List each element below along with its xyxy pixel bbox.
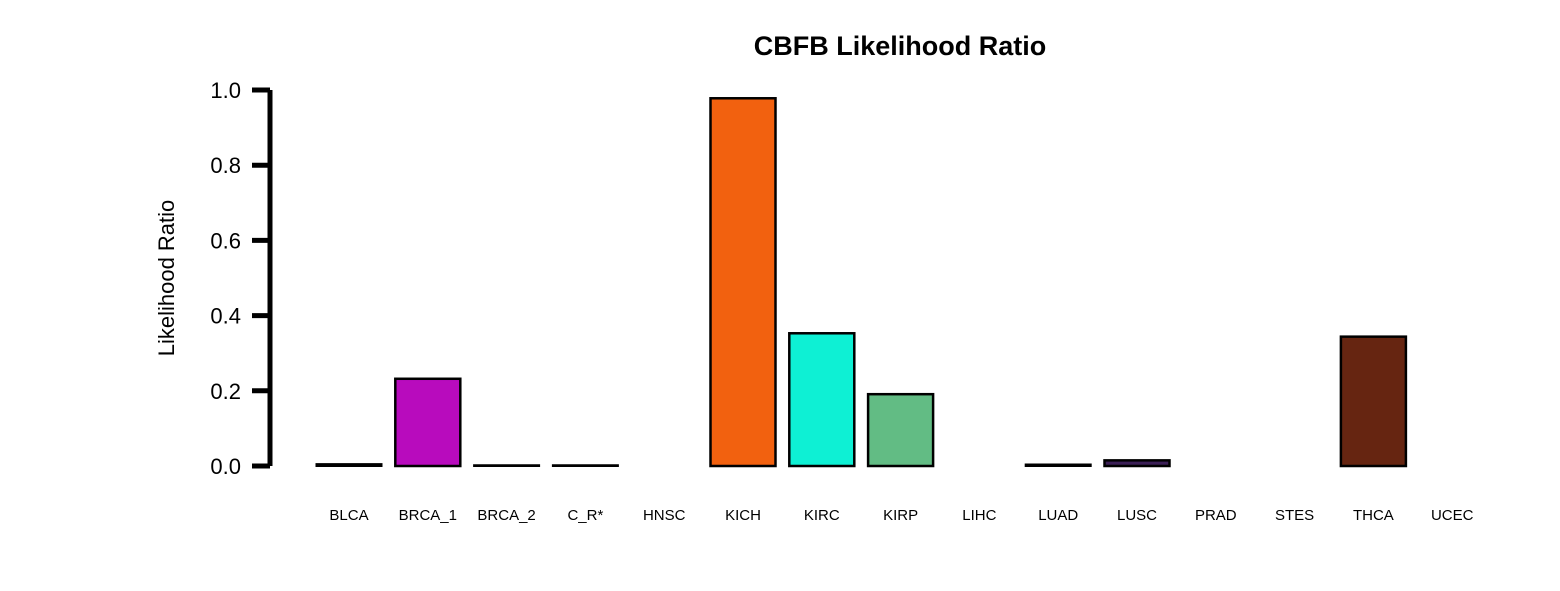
y-tick-label: 0.6 — [210, 228, 241, 253]
x-tick-label: THCA — [1353, 507, 1394, 524]
y-tick-label: 0.4 — [210, 304, 241, 329]
y-tick-label: 0.8 — [210, 153, 241, 178]
bar-blca — [315, 463, 383, 467]
y-tick-label: 0.0 — [210, 454, 241, 479]
bar-brca-2 — [473, 464, 541, 467]
x-tick-label: KIRP — [883, 507, 918, 524]
x-tick-label: LIHC — [962, 507, 996, 524]
bar-kich — [709, 97, 777, 468]
bar-c-r — [551, 464, 619, 467]
bar-series — [315, 97, 1408, 468]
x-tick-label: STES — [1275, 507, 1314, 524]
bar-luad — [1024, 463, 1092, 468]
x-tick-label: BRCA_1 — [399, 507, 457, 524]
y-axis-ticks: 0.0 0.2 0.4 0.6 0.8 1.0 — [210, 78, 270, 479]
bar-kirc — [788, 332, 856, 468]
chart-title: CBFB Likelihood Ratio — [754, 31, 1047, 61]
x-tick-label: PRAD — [1195, 507, 1237, 524]
bar-thca — [1339, 335, 1408, 468]
x-tick-label: HNSC — [643, 507, 686, 524]
x-tick-label: C_R* — [567, 507, 603, 524]
y-axis-label: Likelihood Ratio — [154, 200, 179, 357]
x-tick-label: KIRC — [804, 507, 840, 524]
bar-lusc — [1103, 459, 1171, 468]
y-tick-label: 0.2 — [210, 379, 241, 404]
x-tick-label: BRCA_2 — [477, 507, 535, 524]
x-tick-label: LUAD — [1038, 507, 1078, 524]
x-tick-label: KICH — [725, 507, 761, 524]
bar-brca-1 — [394, 377, 462, 468]
y-tick-label: 1.0 — [210, 78, 241, 103]
bar-kirp — [866, 392, 935, 468]
x-tick-label: UCEC — [1431, 507, 1474, 524]
x-tick-label: LUSC — [1117, 507, 1157, 524]
x-axis-tick-labels: BLCA BRCA_1 BRCA_2 C_R* HNSC KICH KIRC KIRP LIHC… — [329, 507, 1473, 524]
x-tick-label: BLCA — [329, 507, 368, 524]
